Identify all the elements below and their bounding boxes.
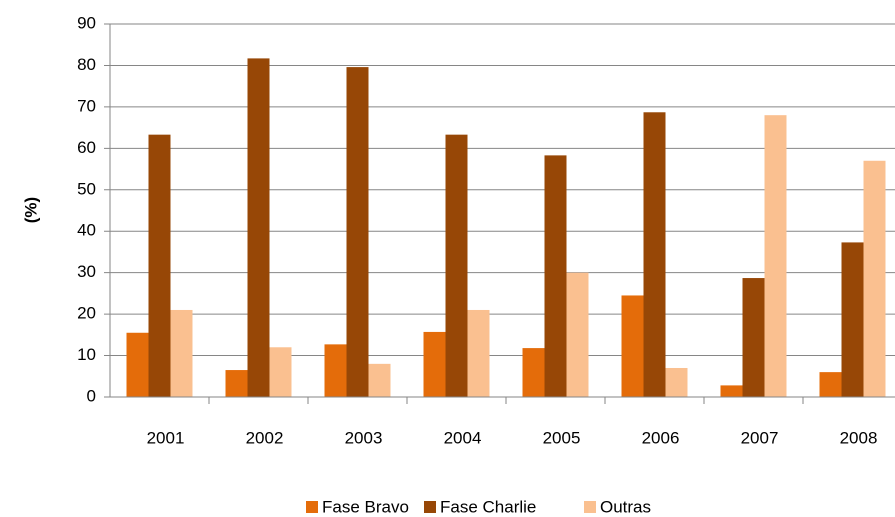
x-tick-label: 2008	[840, 428, 878, 447]
legend-label: Fase Bravo	[322, 497, 409, 516]
x-tick-label: 2003	[345, 428, 383, 447]
y-tick-label: 20	[77, 304, 96, 323]
y-tick-label: 50	[77, 179, 96, 198]
legend-swatch	[306, 501, 318, 513]
bar	[225, 370, 248, 397]
y-tick-label: 70	[77, 96, 96, 115]
bar	[841, 242, 864, 397]
y-tick-label: 40	[77, 221, 96, 240]
bar	[445, 134, 468, 397]
bar	[346, 67, 369, 397]
bar	[368, 363, 391, 397]
bar	[170, 309, 193, 397]
legend-label: Fase Charlie	[440, 497, 536, 516]
bar	[764, 115, 787, 397]
bar	[621, 295, 644, 397]
bar	[742, 278, 765, 397]
legend-label: Outras	[600, 497, 651, 516]
x-tick-label: 2004	[444, 428, 482, 447]
x-tick-label: 2006	[642, 428, 680, 447]
x-tick-label: 2007	[741, 428, 779, 447]
bar	[247, 58, 270, 397]
bar	[544, 155, 567, 397]
bar	[324, 344, 347, 397]
bar	[126, 332, 149, 397]
y-tick-label: 10	[77, 345, 96, 364]
y-tick-label: 80	[77, 55, 96, 74]
bar	[522, 348, 545, 397]
bar	[269, 347, 292, 397]
bar	[863, 160, 886, 397]
y-tick-label: 60	[77, 138, 96, 157]
x-tick-label: 2001	[147, 428, 185, 447]
bar	[467, 309, 490, 397]
bar	[819, 372, 842, 397]
y-tick-label: 90	[77, 13, 96, 32]
legend-swatch	[424, 501, 436, 513]
bar	[566, 272, 589, 397]
y-axis-label: (%)	[21, 197, 40, 223]
y-tick-label: 30	[77, 262, 96, 281]
x-tick-label: 2005	[543, 428, 581, 447]
y-tick-label: 0	[87, 386, 96, 405]
bar	[643, 112, 666, 397]
x-tick-label: 2002	[246, 428, 284, 447]
bar	[720, 385, 743, 397]
bar	[423, 331, 446, 397]
legend-swatch	[584, 501, 596, 513]
bar	[665, 367, 688, 397]
bar	[148, 134, 171, 397]
